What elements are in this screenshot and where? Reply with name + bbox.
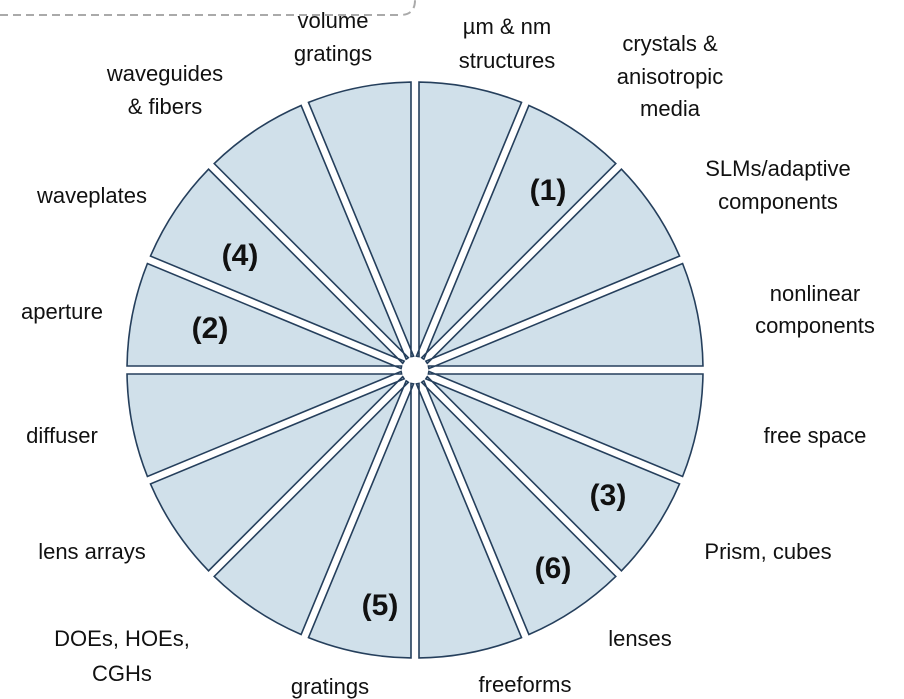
- segment-label: nonlinear: [770, 281, 861, 306]
- segment: [420, 104, 617, 361]
- segment-label: freeforms: [479, 672, 572, 697]
- segment-label: crystals &: [622, 31, 718, 56]
- segment-label: media: [640, 96, 701, 121]
- segment: [424, 375, 681, 572]
- segment-marker: (3): [590, 479, 627, 512]
- segment: [424, 168, 681, 365]
- segment-label: components: [755, 313, 875, 338]
- segment-label: free space: [764, 423, 867, 448]
- segment-label: diffuser: [26, 423, 98, 448]
- segment: [427, 262, 704, 370]
- segment-label: gratings: [294, 41, 372, 66]
- segment-marker: (5): [362, 589, 399, 622]
- segment-label: waveguides: [106, 61, 223, 86]
- segment-label: & fibers: [128, 94, 203, 119]
- segment-label: anisotropic: [617, 64, 723, 89]
- segment-label: DOEs, HOEs,: [54, 626, 190, 651]
- segment-label: waveplates: [36, 183, 147, 208]
- segment: [149, 168, 406, 365]
- segment-label: µm & nm: [463, 14, 551, 39]
- segment-label: lens arrays: [38, 539, 146, 564]
- segment-label: components: [718, 189, 838, 214]
- segment-label: volume: [298, 8, 369, 33]
- segment-marker: (6): [535, 552, 572, 585]
- segment: [427, 370, 704, 478]
- segment-label: gratings: [291, 674, 369, 699]
- segment-marker: (2): [192, 312, 229, 345]
- labels: µm & nm structures crystals & anisotropic me…: [21, 8, 875, 699]
- segment-label: structures: [459, 48, 556, 73]
- segment-label: aperture: [21, 299, 103, 324]
- segment-label: lenses: [608, 626, 672, 651]
- segment: [420, 379, 617, 636]
- segment-marker: (4): [222, 239, 259, 272]
- segment: [415, 382, 523, 659]
- segment: [213, 379, 410, 636]
- segment: [149, 375, 406, 572]
- segment: [307, 81, 415, 358]
- wheel: [126, 81, 704, 659]
- segment-marker: (1): [530, 174, 567, 207]
- segment: [126, 262, 403, 370]
- segment-label: CGHs: [92, 661, 152, 686]
- segment: [126, 370, 403, 478]
- segment-label: SLMs/adaptive: [705, 156, 851, 181]
- segment: [213, 104, 410, 361]
- dashed-border: [0, 0, 416, 16]
- segment-label: Prism, cubes: [704, 539, 831, 564]
- segment: [307, 382, 415, 659]
- segment: [415, 81, 523, 358]
